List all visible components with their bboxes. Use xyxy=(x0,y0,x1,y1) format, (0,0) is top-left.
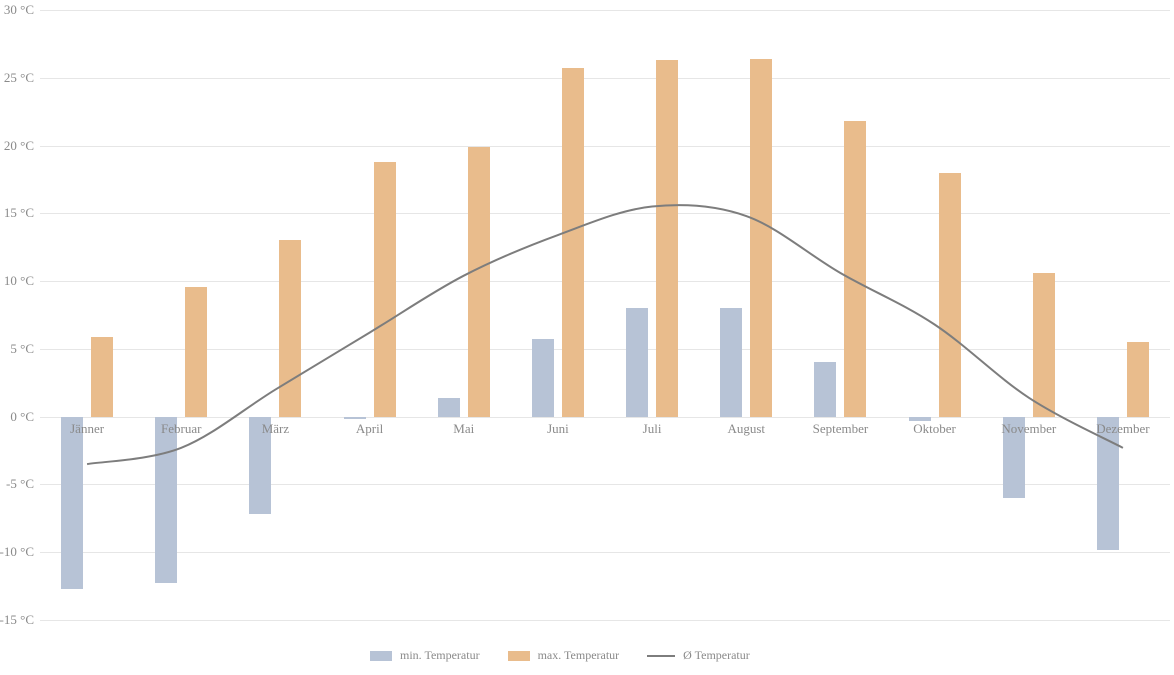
y-axis-label: -5 °C xyxy=(6,476,40,492)
legend-swatch-min xyxy=(370,651,392,661)
x-axis-label: Mai xyxy=(453,421,474,437)
gridline xyxy=(40,417,1170,418)
max-bar xyxy=(656,60,678,417)
gridline xyxy=(40,146,1170,147)
x-axis-label: September xyxy=(813,421,869,437)
y-axis-label: 20 °C xyxy=(4,138,40,154)
x-axis-label: März xyxy=(262,421,289,437)
max-bar xyxy=(844,121,866,417)
gridline xyxy=(40,281,1170,282)
legend-item-avg: Ø Temperatur xyxy=(647,648,750,663)
y-axis-label: -15 °C xyxy=(0,612,40,628)
min-bar xyxy=(344,417,366,420)
legend-label-max: max. Temperatur xyxy=(538,648,620,663)
x-axis-label: Dezember xyxy=(1096,421,1149,437)
temperature-chart: -15 °C -10 °C -5 °C 0 °C 5 °C 10 °C 15 °C 20 °C… xyxy=(0,0,1174,675)
x-axis-label: August xyxy=(727,421,765,437)
gridline xyxy=(40,620,1170,621)
gridline xyxy=(40,213,1170,214)
x-axis-label: Juli xyxy=(643,421,662,437)
gridline xyxy=(40,349,1170,350)
min-bar xyxy=(61,417,83,589)
max-bar xyxy=(1127,342,1149,417)
max-bar xyxy=(91,337,113,417)
gridline xyxy=(40,484,1170,485)
min-bar xyxy=(814,362,836,416)
y-axis-label: -10 °C xyxy=(0,544,40,560)
y-axis-label: 0 °C xyxy=(10,409,40,425)
y-axis-label: 25 °C xyxy=(4,70,40,86)
max-bar xyxy=(562,68,584,416)
legend-label-avg: Ø Temperatur xyxy=(683,648,750,663)
plot-area: -15 °C-10 °C-5 °C0 °C5 °C10 °C15 °C20 °C… xyxy=(40,10,1170,620)
legend-item-max: max. Temperatur xyxy=(508,648,620,663)
x-axis-label: November xyxy=(1001,421,1056,437)
max-bar xyxy=(468,147,490,417)
max-bar xyxy=(279,240,301,416)
gridline xyxy=(40,552,1170,553)
y-axis-label: 5 °C xyxy=(10,341,40,357)
legend-swatch-max xyxy=(508,651,530,661)
max-bar xyxy=(750,59,772,417)
max-bar xyxy=(1033,273,1055,417)
legend-label-min: min. Temperatur xyxy=(400,648,480,663)
gridline xyxy=(40,78,1170,79)
y-axis-label: 30 °C xyxy=(4,2,40,18)
y-axis-label: 15 °C xyxy=(4,205,40,221)
max-bar xyxy=(185,287,207,417)
x-axis-label: Jänner xyxy=(70,421,104,437)
x-axis-label: Februar xyxy=(161,421,201,437)
x-axis-label: Oktober xyxy=(913,421,956,437)
y-axis-label: 10 °C xyxy=(4,273,40,289)
legend-line-avg xyxy=(647,655,675,657)
min-bar xyxy=(438,398,460,417)
max-bar xyxy=(374,162,396,417)
gridline xyxy=(40,10,1170,11)
min-bar xyxy=(155,417,177,584)
x-axis-label: Juni xyxy=(547,421,569,437)
legend-item-min: min. Temperatur xyxy=(370,648,480,663)
legend: min. Temperatur max. Temperatur Ø Temper… xyxy=(370,648,750,663)
min-bar xyxy=(532,339,554,416)
min-bar xyxy=(720,308,742,416)
x-axis-label: April xyxy=(356,421,383,437)
max-bar xyxy=(939,173,961,417)
min-bar xyxy=(626,308,648,416)
avg-line xyxy=(40,10,1170,620)
